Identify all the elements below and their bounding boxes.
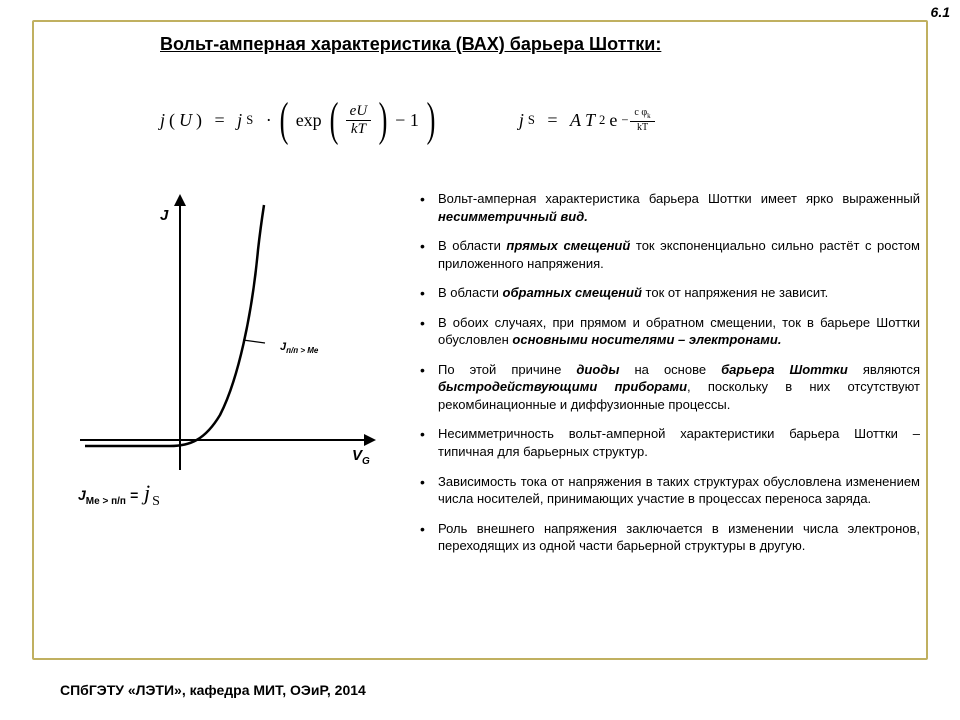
bullet-item: По этой причине диоды на основе барьера … xyxy=(420,361,920,414)
page-number: 6.1 xyxy=(931,4,950,20)
eq2-jS-j: j xyxy=(519,110,524,131)
eq1-jS-j: j xyxy=(237,110,242,131)
footer-text: СПбГЭТУ «ЛЭТИ», кафедра МИТ, ОЭиР, 2014 xyxy=(60,682,366,698)
bullet-item: В обоих случаях, при прямом и обратном с… xyxy=(420,314,920,349)
eq1-j: j xyxy=(160,110,165,131)
iv-curve xyxy=(85,205,264,446)
lparen-inner: ( xyxy=(329,96,338,144)
iv-chart-svg: J VG Jп/п > Me xyxy=(70,190,390,510)
eq1-dot: · xyxy=(266,110,272,131)
slide-title: Вольт-амперная характеристика (ВАХ) барь… xyxy=(160,34,820,55)
lparen-outer: ( xyxy=(279,96,288,144)
equation-row: j(U) = jS · ( exp ( eU kT ) − 1 ) jS = A… xyxy=(160,80,860,160)
rparen-outer: ) xyxy=(426,96,435,144)
eq2-jS-S: S xyxy=(528,113,535,128)
eq1-jS-S: S xyxy=(246,113,253,128)
eq2-e: e xyxy=(609,110,617,131)
curve-label: Jп/п > Me xyxy=(280,341,319,355)
bullet-item: Роль внешнего напряжения заключается в и… xyxy=(420,520,920,555)
eq2-A: A xyxy=(570,110,581,131)
eq1-exp: exp xyxy=(296,110,322,131)
bullet-item: Вольт‑амперная характеристика барьера Шо… xyxy=(420,190,920,225)
eq2-eq: = xyxy=(547,110,557,131)
eq1-eq: = xyxy=(215,110,225,131)
bullet-item: Несимметричность вольт-амперной характер… xyxy=(420,425,920,460)
bullet-item: Зависимость тока от напряжения в таких с… xyxy=(420,473,920,508)
iv-chart: J VG Jп/п > Me xyxy=(70,190,390,510)
eq1-minus1: − 1 xyxy=(395,110,419,131)
saturation-current-label: JMe > п/п = jS xyxy=(78,480,160,510)
x-axis-label: VG xyxy=(352,447,370,467)
equation-2: jS = A T2 e − c φk kT xyxy=(519,107,655,133)
slide-page: 6.1 Вольт-амперная характеристика (ВАХ) … xyxy=(0,0,960,720)
equation-1: j(U) = jS · ( exp ( eU kT ) − 1 ) xyxy=(160,96,439,144)
bullet-item: В области обратных смещений ток от напря… xyxy=(420,284,920,302)
eq2-T: T xyxy=(585,110,595,131)
y-axis-label: J xyxy=(160,207,169,224)
eq2-sq: 2 xyxy=(599,113,605,128)
bullet-item: В области прямых смещений ток экспоненци… xyxy=(420,237,920,272)
rparen-inner: ) xyxy=(379,96,388,144)
bullet-list: Вольт‑амперная характеристика барьера Шо… xyxy=(420,190,920,567)
eq1-U: U xyxy=(179,110,192,131)
eq1-frac: eU kT xyxy=(346,103,372,137)
curve-label-leader xyxy=(243,340,265,343)
